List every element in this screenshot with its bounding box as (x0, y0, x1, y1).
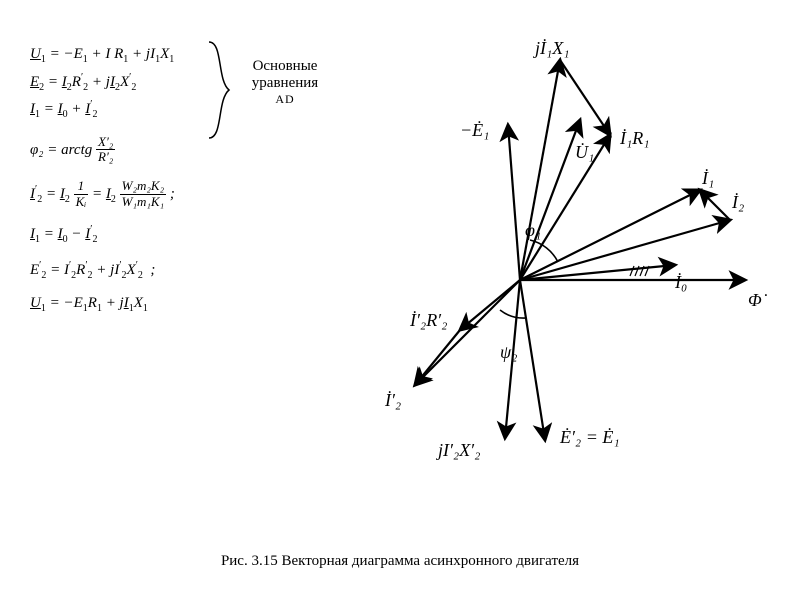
chain-I2pR2p-I2p (415, 330, 460, 385)
vector-label-mE1: −Ė₁ (460, 120, 489, 141)
brace-icon (205, 40, 233, 140)
vector-label-I1: İ₁ (702, 168, 714, 189)
vector-label-jI2pX2p: jI′₂X′₂ (438, 440, 480, 461)
figure-caption: Рис. 3.15 Векторная диаграмма асинхронно… (0, 553, 800, 570)
legend-text: Основные уравнения AD (230, 58, 340, 107)
eq-6: I1 = I0 − I′2 (30, 224, 240, 246)
eq-7: E′2 = I′2R′2 + jI′2X′2 ; (30, 260, 240, 282)
legend-line1: Основные (230, 58, 340, 75)
vector-I2p (415, 280, 520, 385)
vector-mE1 (508, 125, 520, 280)
vector-label-U1: U̇₁ (575, 142, 594, 163)
vector-label-E2p: Ė′₂ = Ė₁ (560, 427, 620, 448)
legend-line3: AD (230, 92, 340, 107)
angle-label-psi2: ψ₂ (500, 342, 517, 363)
eq4-lhs: φ₂ = arctg (30, 141, 92, 157)
vector-label-jI1X1: jİ₁X₁ (535, 38, 570, 59)
angle-label-phi1: φ₁ (525, 220, 541, 241)
chain-jI1X1-I1R1 (560, 60, 610, 135)
arc-psi2 (500, 310, 526, 318)
vector-label-I0: İ₀ (675, 272, 687, 293)
hatch-i0 (630, 266, 634, 276)
chain-I2-I1 (700, 190, 730, 220)
vector-label-Phi: Φ̇ (748, 290, 762, 311)
vector-label-I2pR2p: İ′₂R′₂ (410, 310, 447, 331)
vector-label-I1R1: İ₁R₁ (620, 128, 650, 149)
vector-label-I2p: İ′₂ (385, 390, 401, 411)
legend-line2: уравнения (230, 75, 340, 92)
vector-diagram: jİ₁X₁ İ₁R₁ U̇₁ −Ė₁ İ₁ İ₂ İ₀ Φ̇ İ′₂R′₂ İ′₂ jI′₂X′₂ Ė… (330, 20, 770, 500)
hatch-i0 (635, 266, 639, 276)
vector-label-I2: İ₂ (732, 192, 744, 213)
vector-E2p (520, 280, 545, 440)
page-root: U1 = −E1 + I R1 + jI1X1 E2 = I2R′2 + jI2… (0, 0, 800, 600)
eq-5: I′2 = I2 1Kᵢ = I2 W₂m₂K₂W₁m₁K₁ ; (30, 179, 240, 210)
diagram-svg (330, 20, 770, 500)
vector-U1 (520, 120, 580, 280)
eq-8: U1 = −E1R1 + jI1X1 (30, 295, 240, 315)
